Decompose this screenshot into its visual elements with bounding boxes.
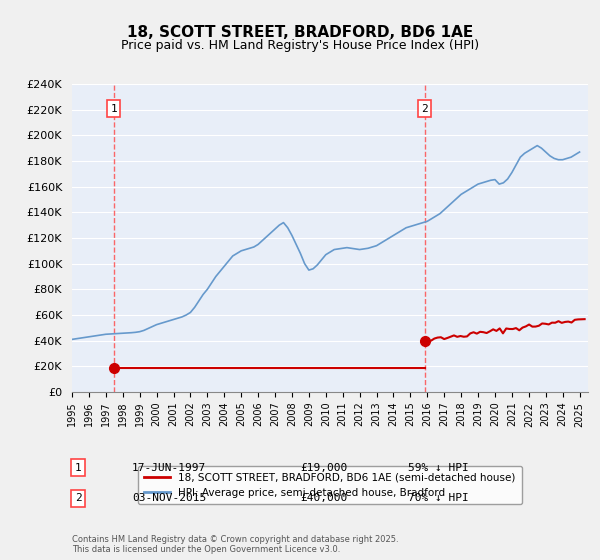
- Text: 70% ↓ HPI: 70% ↓ HPI: [408, 493, 469, 503]
- Text: 2: 2: [421, 104, 428, 114]
- Text: Contains HM Land Registry data © Crown copyright and database right 2025.
This d: Contains HM Land Registry data © Crown c…: [72, 535, 398, 554]
- Text: 2: 2: [74, 493, 82, 503]
- Text: 59% ↓ HPI: 59% ↓ HPI: [408, 463, 469, 473]
- Text: 1: 1: [74, 463, 82, 473]
- Text: Price paid vs. HM Land Registry's House Price Index (HPI): Price paid vs. HM Land Registry's House …: [121, 39, 479, 52]
- Text: 18, SCOTT STREET, BRADFORD, BD6 1AE: 18, SCOTT STREET, BRADFORD, BD6 1AE: [127, 25, 473, 40]
- Text: 17-JUN-1997: 17-JUN-1997: [132, 463, 206, 473]
- Legend: 18, SCOTT STREET, BRADFORD, BD6 1AE (semi-detached house), HPI: Average price, s: 18, SCOTT STREET, BRADFORD, BD6 1AE (sem…: [138, 466, 522, 504]
- Text: 1: 1: [110, 104, 117, 114]
- Text: £40,000: £40,000: [300, 493, 347, 503]
- Text: 03-NOV-2015: 03-NOV-2015: [132, 493, 206, 503]
- Text: £19,000: £19,000: [300, 463, 347, 473]
